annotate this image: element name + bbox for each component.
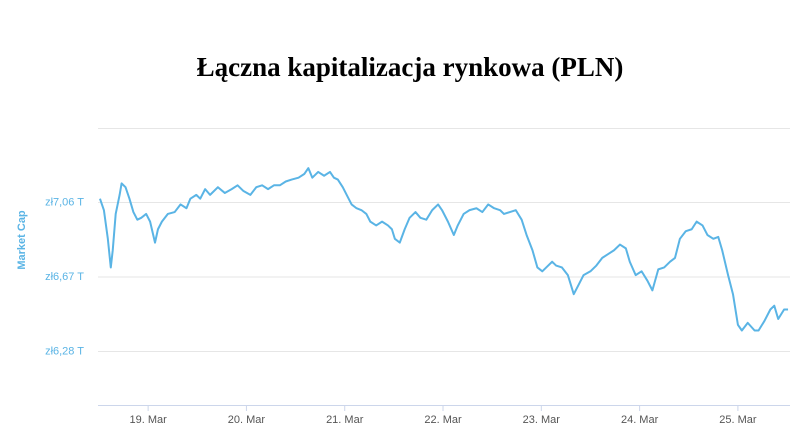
- x-tick-label: 21. Mar: [326, 414, 364, 426]
- x-tick-label: 24. Mar: [621, 414, 659, 426]
- y-tick-label: zł6,67 T: [45, 271, 84, 283]
- y-tick-label: zł7,06 T: [45, 196, 84, 208]
- y-tick-label: zł6,28 T: [45, 345, 84, 357]
- x-tick-label: 23. Mar: [523, 414, 561, 426]
- x-tick-label: 20. Mar: [228, 414, 266, 426]
- x-tick-label: 25. Mar: [719, 414, 757, 426]
- x-tick-label: 19. Mar: [129, 414, 167, 426]
- chart-title: Łączna kapitalizacja rynkowa (PLN): [197, 52, 624, 82]
- data-line: [99, 167, 789, 332]
- y-axis-label: Market Cap: [16, 210, 28, 270]
- x-tick-label: 22. Mar: [424, 414, 462, 426]
